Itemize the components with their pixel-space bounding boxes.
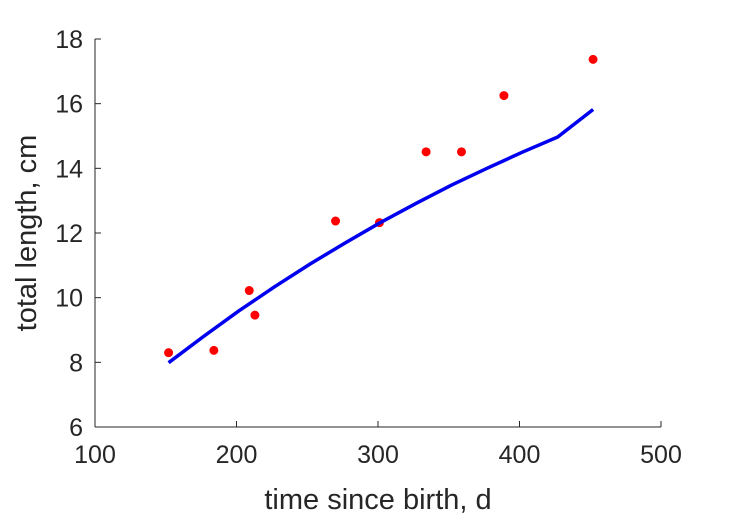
series [164, 54, 598, 365]
data-point [331, 216, 341, 226]
y-ticks: 6 8 10 12 14 16 18 [55, 26, 101, 442]
data-point [588, 54, 598, 64]
data-point [244, 286, 254, 296]
data-point [250, 310, 260, 320]
y-tick-label: 18 [55, 26, 83, 54]
data-point [499, 91, 509, 101]
y-axis-label: total length, cm [11, 135, 43, 332]
y-tick-label: 14 [55, 155, 83, 183]
x-tick-label: 100 [74, 441, 116, 469]
data-point [421, 147, 431, 157]
x-ticks: 100 200 300 400 500 [74, 421, 682, 469]
y-tick-label: 12 [55, 220, 83, 248]
y-tick-label: 10 [55, 285, 83, 313]
data-point [456, 147, 466, 157]
y-tick-label: 16 [55, 91, 83, 119]
x-tick-label: 200 [216, 441, 258, 469]
axes [94, 39, 661, 428]
data-point [209, 345, 219, 355]
x-tick-label: 400 [499, 441, 541, 469]
x-axis-label: time since birth, d [264, 484, 491, 516]
x-tick-label: 500 [640, 441, 682, 469]
fit-curve [167, 108, 595, 365]
x-tick-label: 300 [357, 441, 399, 469]
y-tick-label: 6 [69, 414, 83, 442]
y-tick-label: 8 [69, 349, 83, 377]
data-point [164, 348, 174, 358]
